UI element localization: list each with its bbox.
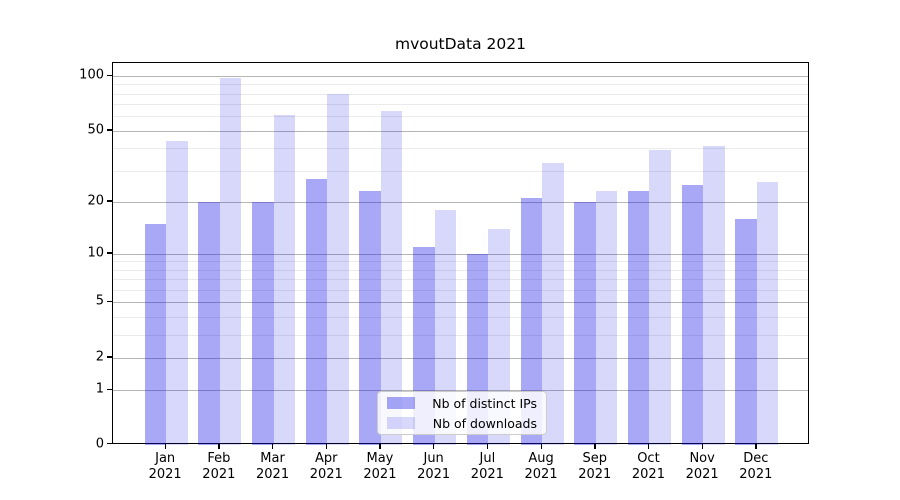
legend-swatch-icon — [387, 417, 415, 429]
x-tick-mark — [379, 444, 381, 449]
x-tick-label: Jan 2021 — [148, 451, 182, 482]
legend-label: Nb of distinct IPs — [432, 395, 537, 411]
bar-distinct-ips-aug — [520, 198, 543, 445]
grid-line-major — [113, 302, 808, 304]
x-tick-label: Feb 2021 — [202, 451, 236, 482]
bar-distinct-ips-dec — [735, 218, 757, 445]
grid-line-major — [113, 357, 808, 359]
grid-line-minor — [113, 93, 808, 95]
plot-area — [112, 62, 809, 445]
grid-line-minor — [113, 104, 808, 106]
x-tick-mark — [272, 444, 274, 449]
x-tick-label: Aug 2021 — [524, 451, 558, 482]
grid-line-minor — [113, 261, 808, 263]
legend-item-distinct-ips: Nb of distinct IPs — [387, 396, 537, 411]
x-tick-mark — [325, 444, 328, 449]
x-tick-mark — [594, 444, 596, 449]
grid-line-minor — [113, 170, 808, 172]
bar-downloads-mar — [273, 115, 296, 445]
x-tick-label: Mar 2021 — [256, 451, 290, 482]
bar-distinct-ips-apr — [305, 178, 328, 445]
bar-distinct-ips-sep — [574, 201, 596, 445]
grid-line-major — [113, 76, 808, 77]
bar-distinct-ips-oct — [627, 191, 650, 445]
grid-line-major — [113, 253, 808, 255]
y-tick-label: 100 — [79, 67, 104, 83]
grid-line-major — [113, 201, 808, 203]
bar-distinct-ips-nov — [681, 184, 704, 445]
x-tick-mark — [540, 444, 542, 449]
bar-downloads-feb — [219, 78, 242, 445]
grid-line-minor — [113, 279, 808, 281]
bar-downloads-jan — [166, 140, 188, 445]
legend-item-downloads: Nb of downloads — [387, 416, 537, 431]
x-tick-label: Jun 2021 — [417, 451, 451, 482]
grid-line-minor — [113, 289, 808, 291]
grid-line-minor — [113, 148, 808, 150]
x-tick-label: Jul 2021 — [470, 451, 504, 482]
legend-label: Nb of downloads — [432, 415, 537, 431]
bar-downloads-may — [380, 111, 403, 445]
bar-downloads-aug — [542, 163, 564, 445]
bar-downloads-sep — [595, 191, 618, 445]
y-tick-mark — [107, 388, 112, 391]
bar-distinct-ips-jan — [144, 223, 167, 445]
grid-line-minor — [113, 116, 808, 118]
x-tick-label: Nov 2021 — [685, 451, 719, 482]
bar-downloads-jul — [488, 228, 510, 445]
legend-swatch-icon — [387, 397, 415, 409]
y-tick-label: 50 — [87, 122, 104, 138]
y-tick-mark — [107, 252, 112, 254]
x-tick-mark — [647, 444, 650, 449]
x-tick-mark — [486, 444, 489, 449]
bar-downloads-jun — [434, 209, 457, 445]
grid-line-minor — [113, 334, 808, 336]
y-tick-label: 1 — [95, 381, 104, 397]
bar-downloads-oct — [649, 150, 671, 445]
bar-distinct-ips-feb — [198, 201, 220, 445]
x-tick-mark — [218, 444, 220, 449]
x-tick-mark — [164, 444, 166, 449]
bar-distinct-ips-mar — [252, 201, 274, 445]
chart-title: mvoutData 2021 — [394, 35, 527, 53]
x-tick-mark — [433, 444, 435, 449]
bar-downloads-apr — [327, 93, 349, 445]
grid-line-major — [113, 390, 808, 392]
x-tick-label: Sep 2021 — [578, 451, 612, 482]
x-tick-label: May 2021 — [363, 451, 397, 482]
y-tick-mark — [107, 443, 112, 445]
y-tick-mark — [107, 129, 112, 131]
y-tick-label: 5 — [95, 293, 104, 309]
grid-line-major — [113, 130, 808, 132]
grid-line-minor — [113, 316, 808, 318]
y-tick-mark — [107, 200, 112, 202]
grid-line-minor — [113, 269, 808, 271]
x-tick-label: Apr 2021 — [309, 451, 343, 482]
bar-distinct-ips-may — [359, 191, 381, 445]
legend: Nb of distinct IPs Nb of downloads — [377, 391, 547, 435]
y-tick-label: 0 — [95, 436, 104, 451]
grid-line-minor — [113, 84, 808, 86]
y-tick-label: 10 — [87, 245, 104, 261]
y-tick-mark — [107, 356, 112, 358]
y-tick-label: 20 — [87, 193, 104, 209]
bar-downloads-nov — [703, 146, 725, 445]
x-tick-label: Oct 2021 — [631, 451, 665, 482]
y-tick-mark — [107, 300, 112, 303]
x-tick-mark — [755, 444, 757, 449]
bar-downloads-dec — [756, 181, 779, 445]
x-tick-label: Dec 2021 — [739, 451, 773, 482]
y-tick-mark — [107, 74, 112, 76]
x-tick-mark — [701, 444, 703, 449]
y-tick-label: 2 — [95, 349, 104, 365]
